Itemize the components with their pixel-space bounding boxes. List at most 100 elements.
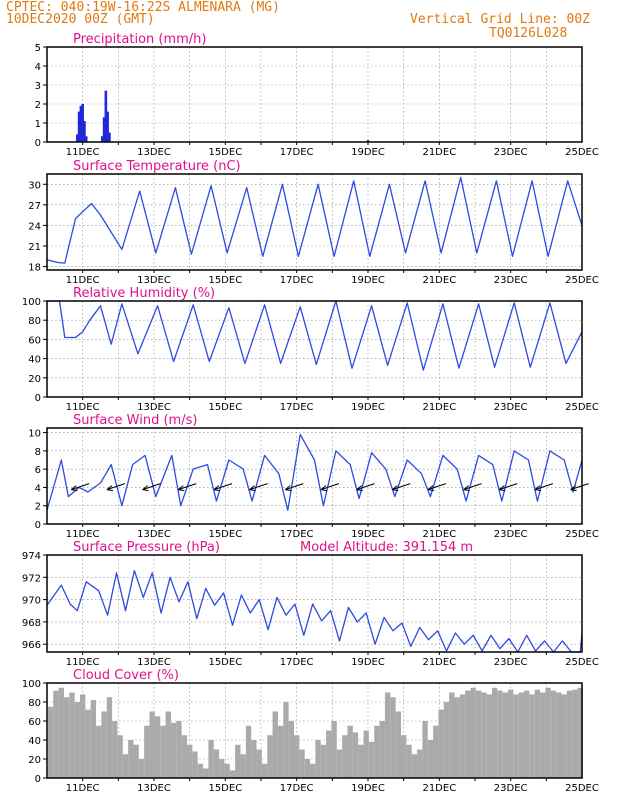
wind-arrow-head bbox=[106, 485, 114, 492]
y-tick-label: 24 bbox=[28, 221, 41, 232]
cloud-bar bbox=[69, 692, 75, 778]
cloud-bar bbox=[368, 741, 375, 778]
cloud-bar bbox=[310, 763, 316, 778]
cloud-bar bbox=[58, 687, 64, 778]
x-tick-label: 19DEC bbox=[351, 783, 385, 794]
cloud-bar bbox=[283, 702, 289, 778]
precip-bar bbox=[108, 132, 111, 142]
y-tick-label: 970 bbox=[22, 596, 41, 607]
cloud-bar bbox=[197, 763, 204, 778]
x-tick-label: 11DEC bbox=[66, 275, 100, 286]
x-tick-label: 17DEC bbox=[280, 275, 314, 286]
cloud-bar bbox=[106, 697, 113, 778]
panel-frame bbox=[46, 554, 583, 653]
cloud-bar bbox=[427, 740, 434, 778]
panel-title: Precipitation (mm/h) bbox=[73, 32, 206, 47]
cloud-bar bbox=[154, 716, 161, 778]
x-tick-label: 17DEC bbox=[280, 783, 314, 794]
y-tick-label: 1 bbox=[35, 119, 41, 130]
precip-bar bbox=[79, 105, 83, 142]
cloud-bar bbox=[540, 692, 546, 778]
cloud-bar bbox=[497, 690, 503, 778]
cloud-bar bbox=[90, 700, 97, 778]
precip-bar bbox=[102, 117, 106, 142]
cloud-bar bbox=[411, 754, 418, 778]
x-tick-label: 25DEC bbox=[565, 783, 599, 794]
cloud-bar bbox=[358, 744, 364, 778]
x-tick-label: 13DEC bbox=[137, 402, 171, 413]
cloud-bar bbox=[363, 730, 369, 778]
wind-arrow bbox=[534, 483, 554, 491]
x-tick-label: 11DEC bbox=[66, 147, 100, 158]
cloud-bar bbox=[454, 697, 460, 778]
cloud-bar bbox=[342, 735, 348, 778]
panel-annotation: Model Altitude: 391.154 m bbox=[300, 540, 473, 555]
x-tick-label: 15DEC bbox=[208, 275, 242, 286]
wind-arrow-head bbox=[498, 485, 506, 492]
cloud-bar bbox=[572, 689, 578, 778]
y-tick-label: 10 bbox=[28, 429, 41, 440]
wind-arrow bbox=[463, 483, 482, 491]
x-tick-label: 23DEC bbox=[494, 529, 528, 540]
precip-bar bbox=[77, 111, 81, 142]
y-tick-label: 27 bbox=[28, 201, 41, 212]
wind-arrow bbox=[499, 483, 518, 491]
precip-bar bbox=[76, 134, 79, 142]
cloud-bar bbox=[203, 768, 209, 778]
precip-bar bbox=[83, 121, 86, 142]
cloud-bar bbox=[101, 711, 107, 778]
cloud-bar bbox=[491, 687, 498, 778]
wind-arrow bbox=[427, 483, 447, 491]
cloud-bar bbox=[347, 725, 353, 778]
x-tick-label: 17DEC bbox=[280, 402, 314, 413]
panel-title: Relative Humidity (%) bbox=[73, 286, 215, 301]
wind-arrow bbox=[570, 483, 589, 491]
cloud-bar bbox=[74, 702, 80, 778]
y-tick-label: 40 bbox=[28, 736, 41, 747]
y-tick-label: 0 bbox=[35, 393, 41, 404]
cloud-bar bbox=[352, 732, 359, 778]
cloud-bar bbox=[293, 735, 300, 778]
x-tick-label: 21DEC bbox=[422, 147, 456, 158]
y-tick-label: 18 bbox=[28, 263, 41, 274]
panel-title: Surface Temperature (nC) bbox=[73, 159, 241, 174]
cloud-bar bbox=[224, 763, 230, 778]
x-tick-label: 15DEC bbox=[208, 529, 242, 540]
y-tick-label: 0 bbox=[35, 774, 41, 785]
y-tick-label: 5 bbox=[35, 43, 41, 54]
wind-arrow-head bbox=[570, 485, 577, 492]
cloud-bar bbox=[96, 725, 102, 778]
y-tick-label: 6 bbox=[35, 465, 41, 476]
cloud-bar bbox=[192, 751, 198, 778]
wind-arrow-head bbox=[142, 485, 149, 492]
y-tick-label: 60 bbox=[28, 717, 41, 728]
x-tick-label: 25DEC bbox=[565, 529, 599, 540]
x-tick-label: 19DEC bbox=[351, 147, 385, 158]
series-line bbox=[47, 300, 583, 371]
precip-bar bbox=[84, 136, 88, 142]
cloud-bar bbox=[384, 692, 391, 778]
x-tick-label: 25DEC bbox=[565, 275, 599, 286]
cloud-bar bbox=[53, 690, 59, 778]
cloud-bar bbox=[63, 697, 70, 778]
cloud-bar bbox=[556, 692, 562, 778]
cloud-bar bbox=[379, 721, 385, 778]
wind-arrow-head bbox=[463, 485, 470, 492]
y-tick-label: 20 bbox=[28, 755, 41, 766]
cloud-bar bbox=[79, 694, 86, 778]
wind-arrow bbox=[249, 483, 268, 491]
wind-arrow bbox=[142, 483, 161, 491]
x-tick-label: 15DEC bbox=[208, 783, 242, 794]
x-tick-label: 11DEC bbox=[66, 657, 100, 668]
cloud-bar bbox=[299, 749, 305, 778]
y-tick-label: 21 bbox=[28, 242, 41, 253]
x-tick-label: 25DEC bbox=[565, 402, 599, 413]
x-tick-label: 13DEC bbox=[137, 529, 171, 540]
x-tick-label: 21DEC bbox=[422, 657, 456, 668]
wind-arrow-head bbox=[427, 485, 435, 492]
station-title: CPTEC: 040:19W-16:22S ALMENARA (MG) bbox=[6, 0, 280, 15]
panel-title: Surface Wind (m/s) bbox=[73, 413, 197, 428]
cloud-bar bbox=[261, 763, 268, 778]
y-tick-label: 974 bbox=[22, 551, 41, 562]
x-tick-label: 19DEC bbox=[351, 402, 385, 413]
